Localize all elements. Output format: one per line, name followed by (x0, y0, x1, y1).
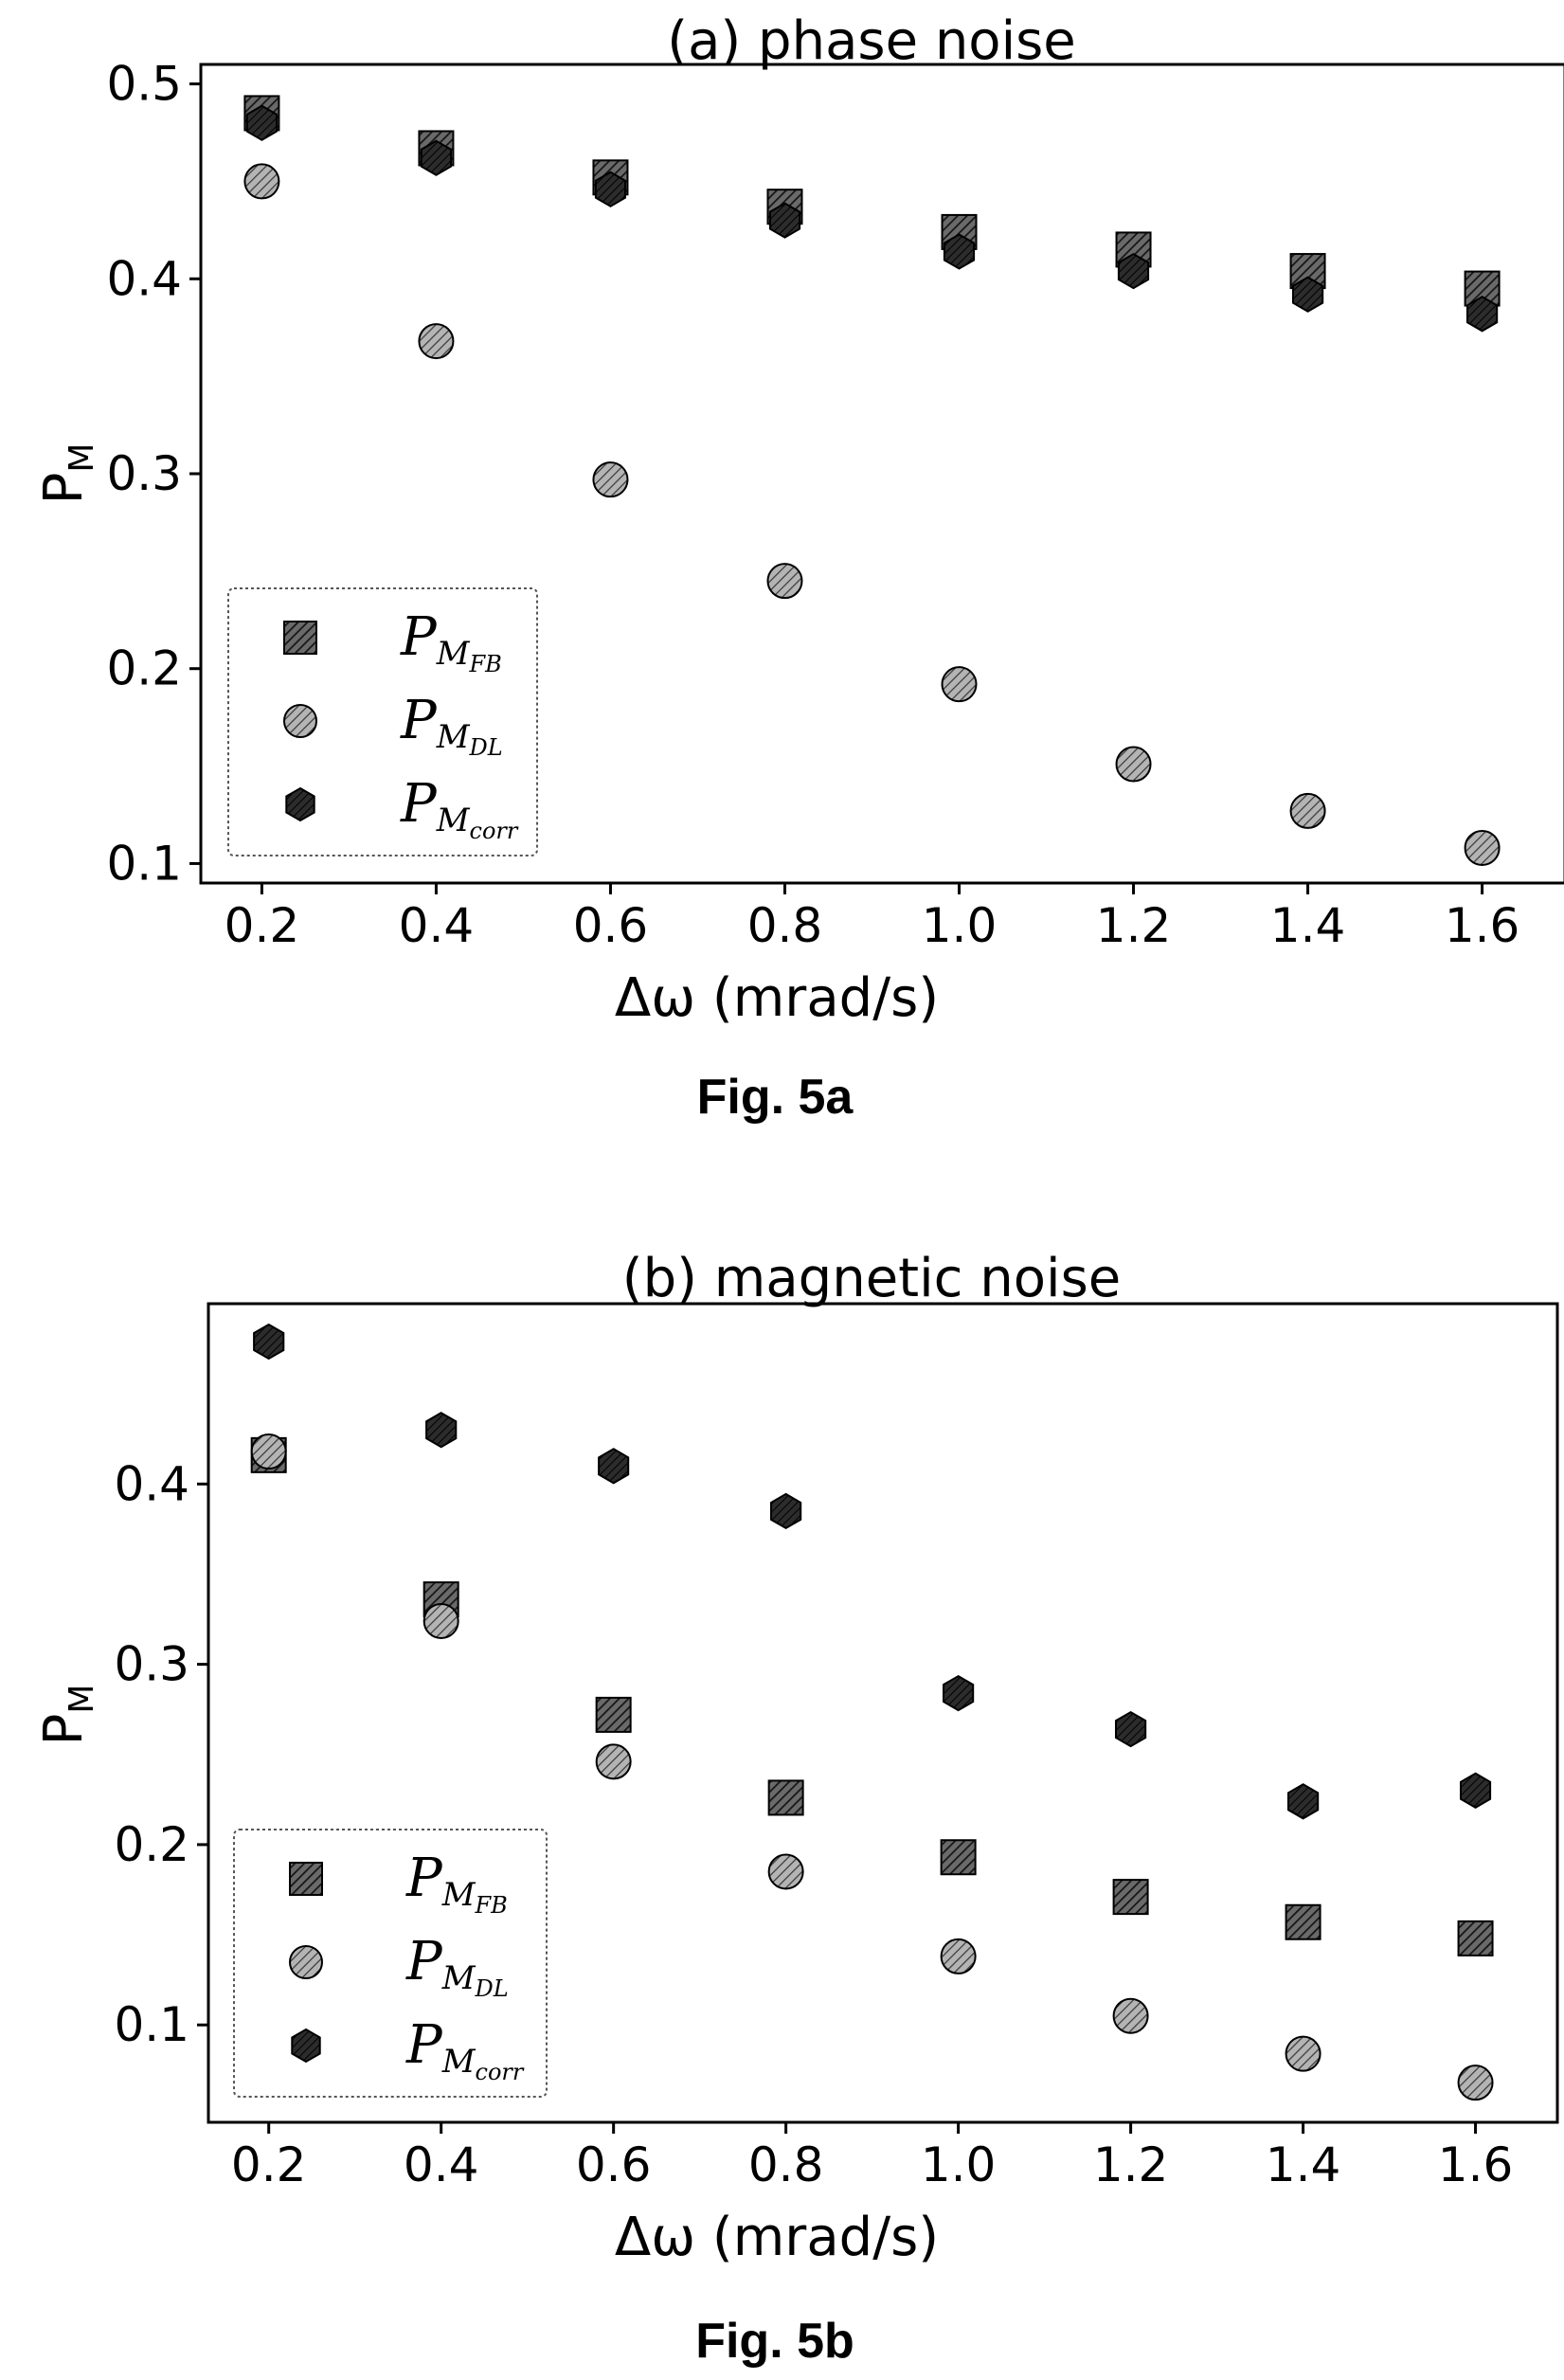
x-axis-ticks: 0.2 0.4 0.6 0.8 1.0 1.2 1.4 1.6 (231, 2122, 1513, 2192)
data-point-circle (418, 323, 455, 360)
legend-label: PMDL (405, 1931, 509, 2002)
x-tick-label: 0.6 (576, 2137, 652, 2192)
data-point-hexagon (1466, 296, 1499, 333)
data-points (250, 1323, 1494, 2101)
x-tick-label: 1.4 (1266, 2137, 1341, 2192)
x-tick-label: 0.6 (573, 898, 649, 953)
chart-magnetic-noise: (b) magnetic noise 0.2 0.4 0.6 0.8 1.0 1.2 1.4… (33, 1248, 1559, 2369)
data-point-square (940, 1839, 977, 1876)
data-point-hexagon (245, 104, 278, 141)
legend-box (227, 587, 538, 856)
data-point-hexagon (425, 1412, 458, 1449)
data-point-circle (592, 461, 629, 498)
x-tick-label: 1.6 (1445, 898, 1520, 953)
data-point-hexagon (1292, 276, 1324, 313)
data-point-circle (1457, 2064, 1494, 2101)
x-tick-label: 1.2 (1096, 898, 1172, 953)
y-tick-label: 0.2 (106, 641, 182, 696)
x-tick-label: 0.4 (399, 898, 475, 953)
x-axis-ticks: 0.2 0.4 0.6 0.8 1.0 1.2 1.4 1.6 (225, 883, 1520, 953)
legend-marker-hexagon (285, 786, 315, 822)
x-tick-label: 1.0 (921, 2137, 997, 2192)
x-tick-label: 0.2 (231, 2137, 307, 2192)
legend-box (233, 1829, 548, 2098)
y-tick-label: 0.1 (106, 836, 182, 891)
data-point-circle (767, 1853, 804, 1890)
data-point-hexagon (768, 202, 801, 239)
data-point-hexagon (1460, 1772, 1492, 1809)
legend-label: PMFB (400, 606, 502, 677)
data-point-hexagon (1115, 1710, 1147, 1748)
legend: PMFB PMDL PMcorr (233, 1829, 548, 2098)
legend-label: PMcorr (400, 773, 519, 844)
y-tick-label: 0.4 (106, 251, 182, 306)
x-tick-label: 0.8 (748, 2137, 824, 2192)
legend: PMFB PMDL PMcorr (227, 587, 538, 856)
legend-label: PMFB (405, 1848, 508, 1919)
y-axis-ticks: 0.1 0.2 0.3 0.4 (114, 1456, 208, 2052)
data-point-circle (1115, 746, 1152, 783)
y-tick-label: 0.1 (114, 1997, 189, 2052)
data-point-circle (243, 163, 280, 200)
x-tick-label: 1.6 (1438, 2137, 1514, 2192)
data-point-hexagon (420, 139, 452, 176)
data-point-circle (250, 1433, 287, 1470)
y-tick-label: 0.3 (106, 446, 182, 501)
y-tick-label: 0.4 (114, 1456, 189, 1511)
legend-marker-circle (283, 704, 317, 738)
y-axis-ticks: 0.1 0.2 0.3 0.4 0.5 (106, 57, 201, 891)
data-point-hexagon (1117, 252, 1150, 290)
data-point-circle (1285, 2035, 1321, 2072)
x-axis-label: Δω (mrad/s) (615, 2207, 939, 2268)
data-point-circle (766, 563, 803, 600)
data-point-square (595, 1696, 632, 1733)
legend-label: PMDL (400, 690, 503, 761)
data-point-square (1457, 1920, 1494, 1956)
y-tick-label: 0.3 (114, 1637, 189, 1692)
data-point-circle (941, 666, 978, 703)
data-point-circle (940, 1938, 977, 1974)
x-tick-label: 0.8 (747, 898, 823, 953)
legend-marker-square (283, 621, 317, 655)
data-point-circle (1464, 829, 1501, 866)
legend-marker-circle (289, 1945, 323, 1979)
x-axis-label: Δω (mrad/s) (615, 967, 939, 1029)
data-point-hexagon (253, 1323, 285, 1361)
x-tick-label: 0.2 (225, 898, 300, 953)
data-point-square (1112, 1879, 1149, 1916)
data-point-hexagon (598, 1448, 630, 1485)
chart-title: (a) phase noise (667, 10, 1076, 72)
chart-title: (b) magnetic noise (622, 1248, 1121, 1309)
data-point-circle (1289, 792, 1326, 829)
y-tick-label: 0.5 (106, 57, 182, 112)
data-point-hexagon (594, 171, 626, 207)
figure-caption: Fig. 5a (697, 1070, 854, 1125)
data-point-hexagon (770, 1492, 802, 1530)
data-point-circle (422, 1602, 459, 1639)
data-point-circle (1112, 1997, 1149, 2034)
plot-frame (207, 1302, 1559, 2124)
y-tick-label: 0.2 (114, 1817, 189, 1872)
legend-marker-hexagon (291, 2028, 321, 2064)
data-point-hexagon (1287, 1783, 1320, 1820)
x-tick-label: 0.4 (404, 2137, 479, 2192)
figure-caption: Fig. 5b (695, 2314, 854, 2369)
y-axis-label: PM (33, 443, 101, 505)
x-tick-label: 1.2 (1093, 2137, 1169, 2192)
y-axis-label: PM (33, 1685, 101, 1746)
data-points (243, 95, 1501, 866)
data-point-hexagon (943, 1674, 975, 1712)
data-point-circle (595, 1743, 632, 1780)
legend-marker-square (289, 1862, 323, 1896)
chart-phase-noise: (a) phase noise 0.2 0.4 0.6 0.8 1.0 1.2 1.4 1.6… (33, 10, 1564, 1125)
x-tick-label: 1.0 (922, 898, 998, 953)
data-point-hexagon (943, 233, 976, 270)
data-point-square (767, 1779, 804, 1816)
x-tick-label: 1.4 (1270, 898, 1346, 953)
data-point-square (1285, 1903, 1321, 1940)
legend-label: PMcorr (405, 2014, 525, 2085)
